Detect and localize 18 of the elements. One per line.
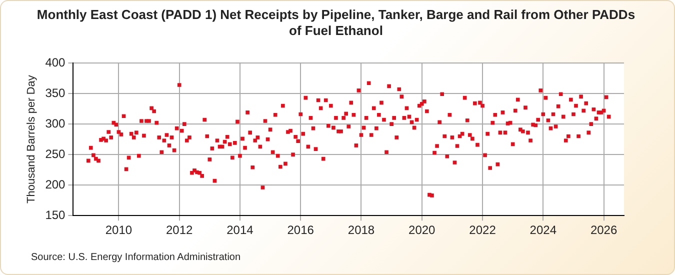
x-tick-label: 2016 <box>287 223 314 238</box>
y-tick-label: 250 <box>45 146 66 161</box>
y-tick-label: 350 <box>45 86 66 100</box>
y-tick-label: 400 <box>45 55 66 70</box>
y-tick-label: 200 <box>45 177 66 192</box>
source-note: Source: U.S. Energy Information Administration <box>31 252 241 263</box>
x-tick-label: 2010 <box>105 223 132 238</box>
y-tick-label: 300 <box>45 116 66 130</box>
y-axis-title: Thousand Barrels per Day <box>26 74 38 204</box>
chart-title: Monthly East Coast (PADD 1) Net Receipts by Pipeline, Tanker, Barge and Rail from Other PADDs of Fuel Ethanol <box>36 7 636 39</box>
x-tick-label: 2020 <box>408 223 436 238</box>
x-tick-label: 2026 <box>590 223 618 238</box>
x-tick-label: 2012 <box>166 223 194 238</box>
x-tick-label: 2014 <box>226 223 254 238</box>
x-tick-label: 2018 <box>348 223 375 238</box>
x-tick-label: 2022 <box>469 223 496 238</box>
y-tick-label: 150 <box>45 208 66 222</box>
x-tick-label: 2024 <box>530 223 557 238</box>
